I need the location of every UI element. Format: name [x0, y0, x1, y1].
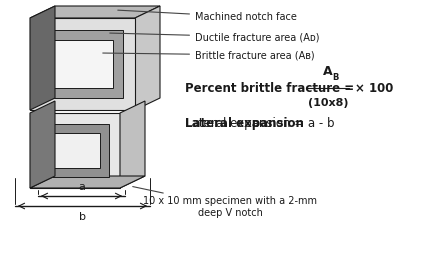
Text: A: A [323, 65, 333, 78]
Text: b: b [79, 212, 86, 222]
Polygon shape [30, 113, 120, 188]
Text: B: B [332, 73, 338, 82]
Text: a: a [78, 182, 85, 192]
Text: Lateral expansion: Lateral expansion [185, 117, 304, 130]
Text: × 100: × 100 [355, 82, 393, 94]
FancyBboxPatch shape [41, 124, 109, 177]
Polygon shape [30, 18, 135, 110]
FancyBboxPatch shape [42, 30, 123, 98]
Text: Percent brittle fracture =: Percent brittle fracture = [185, 82, 354, 94]
FancyBboxPatch shape [50, 133, 100, 168]
Text: Ductile fracture area (Aᴅ): Ductile fracture area (Aᴅ) [110, 32, 319, 42]
Text: Brittle fracture area (Aʙ): Brittle fracture area (Aʙ) [103, 50, 314, 60]
Polygon shape [30, 6, 160, 18]
Polygon shape [135, 6, 160, 110]
Text: Lateral expansion = a - b: Lateral expansion = a - b [185, 117, 335, 130]
Polygon shape [120, 101, 145, 188]
Text: 10 x 10 mm specimen with a 2-mm
deep V notch: 10 x 10 mm specimen with a 2-mm deep V n… [133, 187, 317, 218]
Text: (10x8): (10x8) [308, 98, 348, 108]
Polygon shape [30, 6, 55, 110]
Polygon shape [30, 101, 55, 188]
Polygon shape [30, 176, 145, 188]
Text: Machined notch face: Machined notch face [118, 10, 297, 22]
FancyBboxPatch shape [52, 40, 113, 88]
